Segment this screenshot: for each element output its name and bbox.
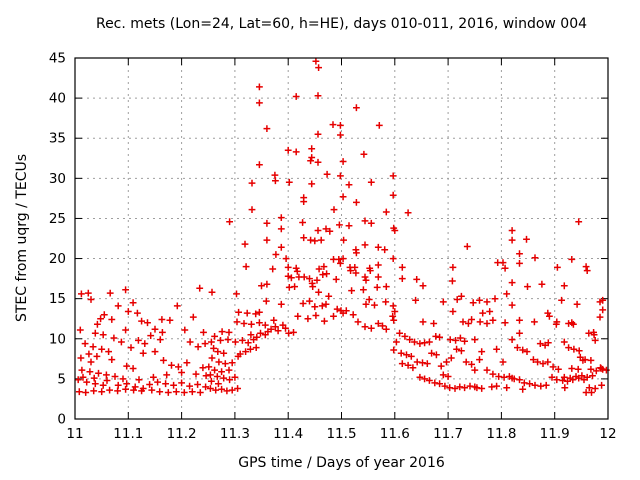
- grid-lines: [75, 58, 608, 419]
- svg-text:11.9: 11.9: [540, 426, 570, 442]
- svg-text:11.2: 11.2: [167, 426, 197, 442]
- svg-text:0: 0: [57, 412, 66, 428]
- svg-text:40: 40: [49, 91, 66, 107]
- svg-text:45: 45: [49, 51, 66, 67]
- tick-labels: 11 11.1 11.2 11.3 11.4 11.5 11.6 11.7 11.8 11.9 12…: [49, 51, 617, 443]
- svg-text:11: 11: [66, 426, 83, 442]
- chart-title: Rec. mets (Lon=24, Lat=60, h=HE), days 0…: [95, 16, 588, 32]
- svg-text:11.1: 11.1: [113, 426, 143, 442]
- svg-text:20: 20: [49, 251, 66, 267]
- svg-text:11.6: 11.6: [380, 426, 410, 442]
- svg-text:25: 25: [49, 211, 66, 227]
- data-points: [74, 57, 610, 396]
- svg-text:11.5: 11.5: [326, 426, 356, 442]
- plot-border: [74, 57, 609, 420]
- svg-text:30: 30: [49, 171, 66, 187]
- svg-text:11.8: 11.8: [486, 426, 516, 442]
- x-axis-label: GPS time / Days of year 2016: [238, 455, 445, 471]
- svg-text:11.7: 11.7: [433, 426, 463, 442]
- svg-text:15: 15: [49, 291, 66, 307]
- svg-text:35: 35: [49, 131, 66, 147]
- svg-text:12: 12: [599, 426, 616, 442]
- svg-text:11.4: 11.4: [273, 426, 303, 442]
- svg-text:5: 5: [57, 371, 66, 387]
- svg-text:10: 10: [49, 331, 66, 347]
- svg-text:11.3: 11.3: [220, 426, 250, 442]
